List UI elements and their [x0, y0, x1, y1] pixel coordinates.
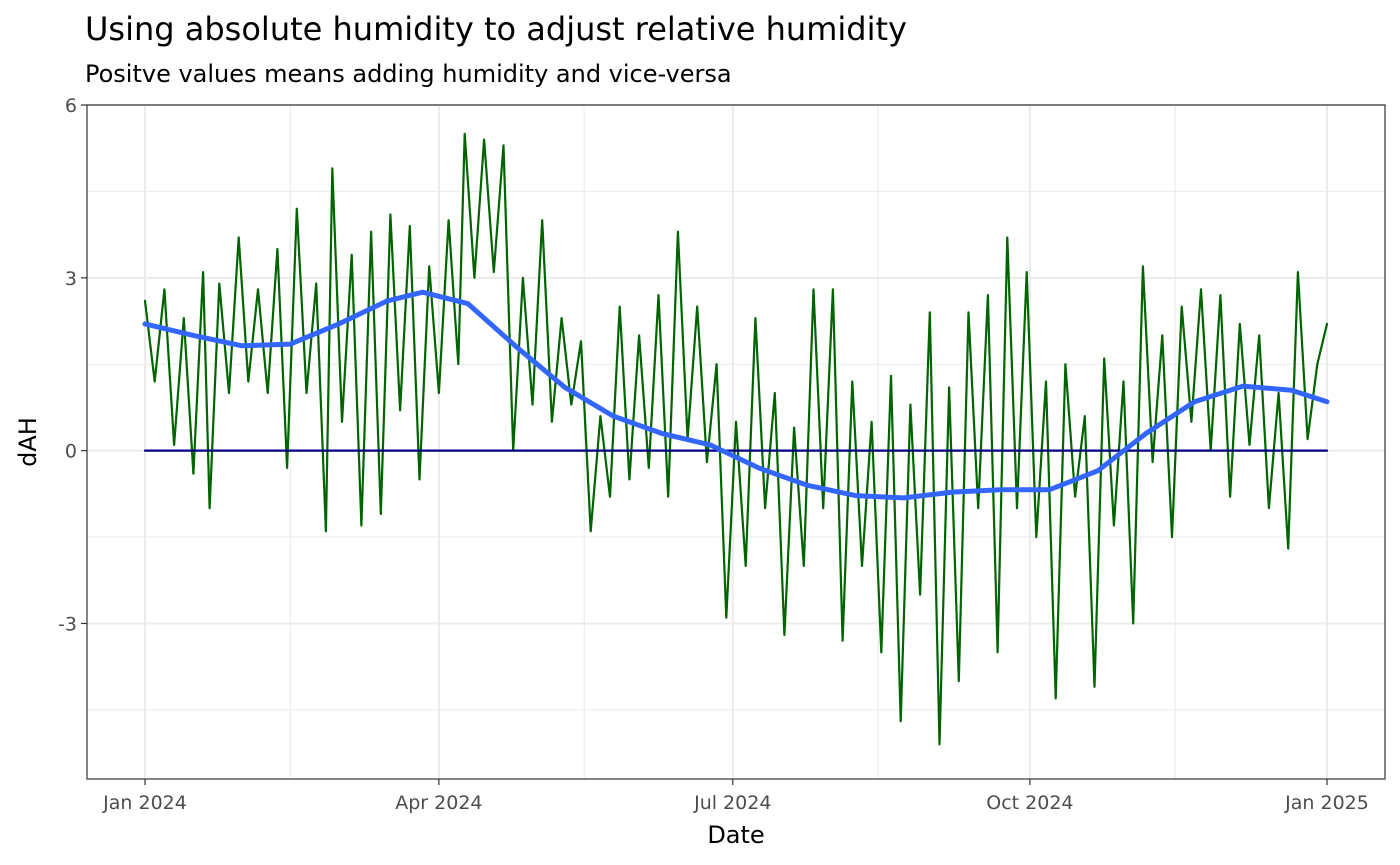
y-tick-label: -3	[58, 613, 77, 635]
panel-border	[86, 104, 1386, 780]
y-tick-label: 3	[65, 268, 77, 290]
x-tick-label: Oct 2024	[986, 792, 1073, 814]
x-tick-label: Jan 2025	[1284, 792, 1369, 814]
y-tick-label: 6	[65, 95, 77, 117]
x-tick-label: Apr 2024	[395, 792, 482, 814]
raw-dah-line	[143, 132, 1329, 746]
chart-subtitle: Positve values means adding humidity and…	[85, 60, 732, 88]
axis-layer: -3 0 3 6 Jan 2024 Apr 2024 Jul 2024 Oct 2024 Jan…	[58, 95, 1369, 814]
x-tick-label: Jan 2024	[102, 792, 187, 814]
smooth-trend-line	[142, 289, 1330, 501]
x-tick-label: Jul 2024	[693, 792, 771, 814]
y-tick-label: 0	[65, 441, 77, 463]
series-layer	[142, 132, 1330, 746]
chart-title: Using absolute humidity to adjust relati…	[85, 10, 907, 48]
x-axis-title: Date	[707, 821, 764, 849]
y-axis-title: dAH	[14, 417, 42, 467]
